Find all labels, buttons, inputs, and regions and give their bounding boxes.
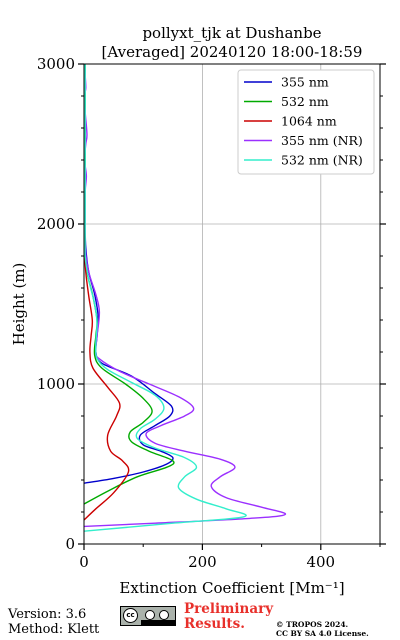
x-tick-labels: 0 200 400 bbox=[79, 553, 335, 571]
y-tick-label: 1000 bbox=[37, 375, 75, 393]
preliminary-results-note: Preliminary Results. bbox=[184, 602, 273, 632]
prelim-line-1: Preliminary bbox=[184, 601, 274, 617]
by-icon bbox=[145, 610, 155, 620]
series-line-355-nm bbox=[84, 64, 174, 484]
series-lines bbox=[84, 64, 286, 532]
y-tick-label: 3000 bbox=[37, 55, 75, 73]
x-tick-label: 400 bbox=[306, 553, 335, 571]
legend-label-355-nm: 355 nm bbox=[281, 75, 329, 90]
y-tick-labels: 0 1000 2000 3000 bbox=[37, 55, 75, 553]
prelim-line-2: Results. bbox=[184, 616, 245, 632]
badge-strip bbox=[141, 620, 176, 625]
tropos-line-2: CC BY SA 4.0 License. bbox=[276, 629, 369, 638]
x-tick-label: 200 bbox=[188, 553, 217, 571]
series-line-1064-nm bbox=[84, 64, 130, 521]
plot-frame bbox=[83, 63, 381, 545]
sa-icon bbox=[159, 610, 169, 620]
x-tick-label: 0 bbox=[79, 553, 89, 571]
legend-label-532-nm: 532 nm bbox=[281, 94, 329, 109]
legend: 355 nm 532 nm 1064 nm 355 nm (NR) 532 nm (NR… bbox=[237, 69, 375, 175]
y-tick-label: 0 bbox=[65, 535, 75, 553]
series-line-532-nm bbox=[84, 64, 175, 505]
tropos-copyright: © TROPOS 2024. CC BY SA 4.0 License. bbox=[276, 620, 369, 638]
legend-label-532-nm-nr: 532 nm (NR) bbox=[281, 153, 363, 168]
legend-label-355-nm-nr: 355 nm (NR) bbox=[281, 133, 363, 148]
version-text: Version: 3.6 bbox=[8, 607, 87, 622]
cc-icon: cc bbox=[123, 608, 138, 623]
cc-license-badge: cc bbox=[120, 606, 176, 626]
tropos-line-1: © TROPOS 2024. bbox=[276, 620, 349, 629]
method-text: Method: Klett bbox=[8, 622, 100, 637]
legend-box bbox=[237, 69, 375, 175]
y-axis-label: Height (m) bbox=[10, 263, 28, 346]
series-line-532-nm-nr bbox=[84, 64, 247, 532]
x-axis-label: Extinction Coefficient [Mm⁻¹] bbox=[119, 579, 344, 597]
chart-title: pollyxt_tjk at Dushanbe bbox=[142, 24, 321, 42]
chart-subtitle: [Averaged] 20240120 18:00-18:59 bbox=[102, 43, 363, 61]
legend-label-1064-nm: 1064 nm bbox=[281, 114, 337, 129]
y-tick-label: 2000 bbox=[37, 215, 75, 233]
